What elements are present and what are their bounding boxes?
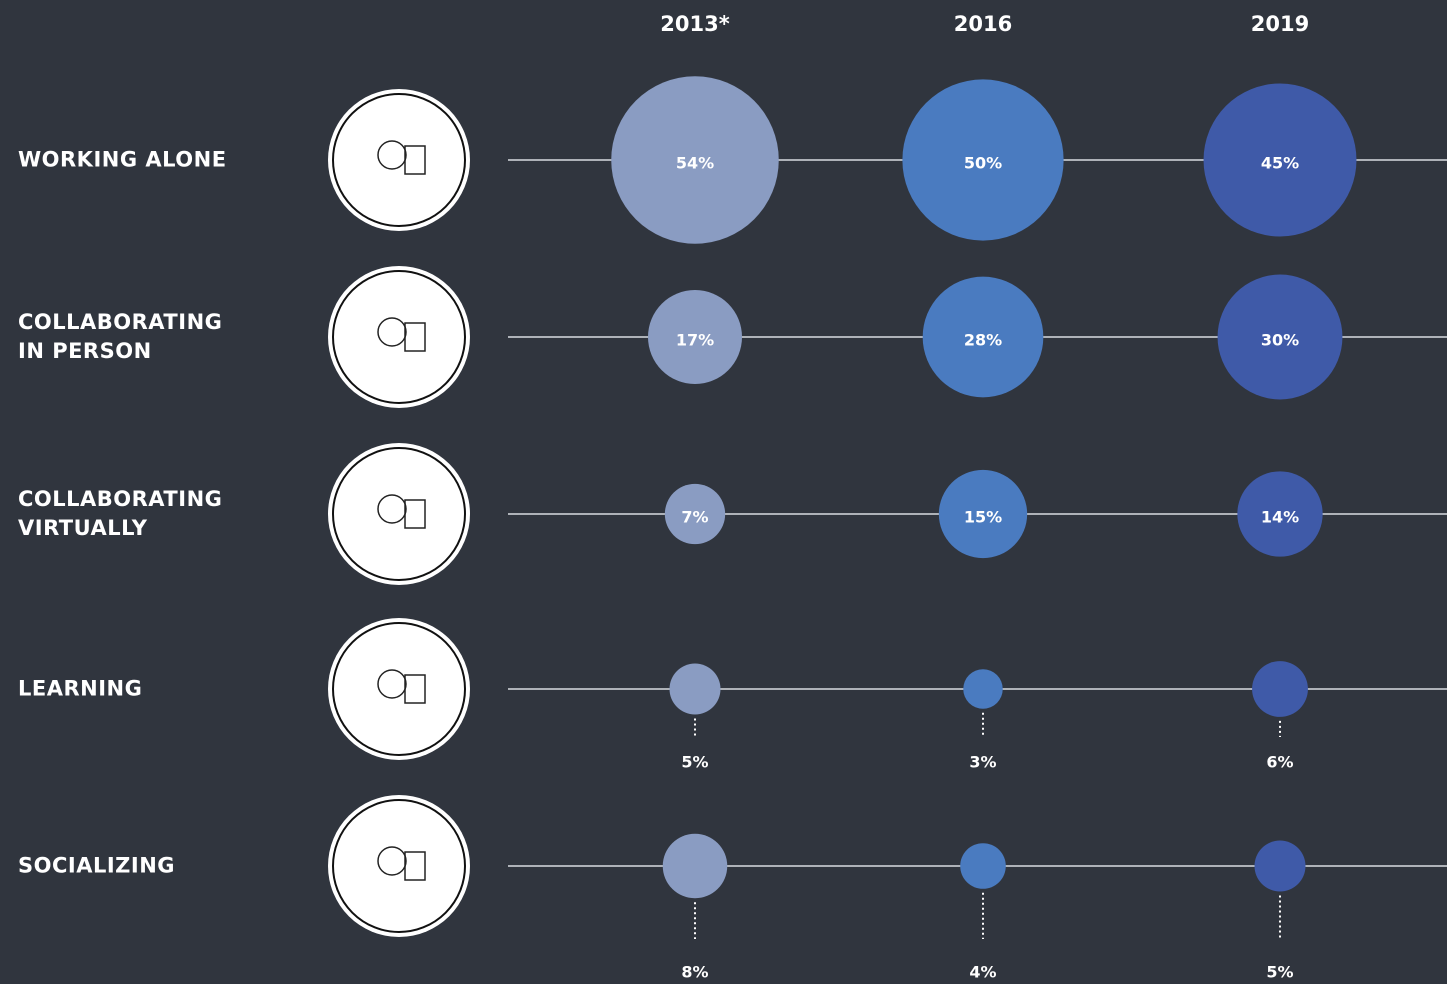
icon-desk xyxy=(404,145,426,175)
column-header: 2016 xyxy=(954,12,1012,36)
value-label: 14% xyxy=(1261,508,1299,527)
value-label: 50% xyxy=(964,154,1002,173)
icon-inner xyxy=(332,270,466,404)
value-label: 15% xyxy=(964,508,1002,527)
row-label: WORKING ALONE xyxy=(18,147,227,172)
icon-inner xyxy=(332,447,466,581)
bubble xyxy=(662,833,728,899)
column-header: 2013* xyxy=(660,12,729,36)
bubble xyxy=(664,483,726,545)
value-label: 28% xyxy=(964,331,1002,350)
value-label: 4% xyxy=(969,963,996,982)
bubble xyxy=(960,843,1006,889)
icon-desk xyxy=(404,322,426,352)
bubble xyxy=(669,663,721,715)
icon-desk xyxy=(404,499,426,529)
icon-inner xyxy=(332,799,466,933)
row-label: COLLABORATING VIRTUALLY xyxy=(18,487,223,540)
value-label: 5% xyxy=(1266,963,1293,982)
row-label: LEARNING xyxy=(18,676,143,701)
bubble xyxy=(938,469,1028,559)
icon-desk xyxy=(404,674,426,704)
value-label: 8% xyxy=(681,963,708,982)
icon-figure xyxy=(377,140,407,170)
bubble xyxy=(1254,840,1306,892)
value-label: 3% xyxy=(969,753,996,772)
bubble xyxy=(1203,83,1357,237)
bubble xyxy=(647,289,743,385)
icon-inner xyxy=(332,622,466,756)
bubble xyxy=(1237,471,1323,557)
value-label: 54% xyxy=(676,154,714,173)
value-label: 45% xyxy=(1261,154,1299,173)
bubble xyxy=(902,79,1064,241)
bubble xyxy=(611,76,779,244)
icon-desk xyxy=(404,851,426,881)
value-label: 30% xyxy=(1261,331,1299,350)
row-label: SOCIALIZING xyxy=(18,853,176,878)
column-header: 2019 xyxy=(1251,12,1309,36)
bubble xyxy=(1252,661,1308,717)
icon-figure xyxy=(377,846,407,876)
icon-figure xyxy=(377,317,407,347)
icon-figure xyxy=(377,669,407,699)
value-label: 5% xyxy=(681,753,708,772)
value-label: 6% xyxy=(1266,753,1293,772)
bubble xyxy=(1217,274,1343,400)
value-label: 17% xyxy=(676,331,714,350)
row-label: COLLABORATING IN PERSON xyxy=(18,310,223,363)
bubble xyxy=(963,669,1003,709)
icon-inner xyxy=(332,93,466,227)
icon-figure xyxy=(377,494,407,524)
value-label: 7% xyxy=(681,508,708,527)
bubble xyxy=(922,276,1044,398)
